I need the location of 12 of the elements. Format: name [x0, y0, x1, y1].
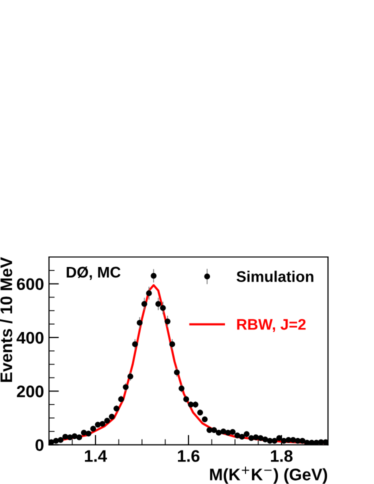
y-tick-label: 400 — [16, 332, 44, 344]
annotation: DØ, MC — [66, 266, 120, 280]
legend-label: RBW, J=2 — [237, 319, 306, 332]
y-tick-label: 200 — [16, 386, 44, 398]
y-tick-label: 0 — [36, 439, 44, 451]
legend-label: Simulation — [236, 270, 314, 282]
y-tick-label: 600 — [16, 278, 44, 290]
x-tick-label: 1.6 — [178, 450, 200, 462]
x-tick-label: 1.8 — [270, 450, 293, 462]
x-tick-label: 1.4 — [84, 450, 107, 462]
y-axis-title: Events / 10 MeV — [0, 257, 12, 382]
x-axis-title: M(K$^{+}$K$^{−}$) (GeV) — [210, 466, 328, 484]
